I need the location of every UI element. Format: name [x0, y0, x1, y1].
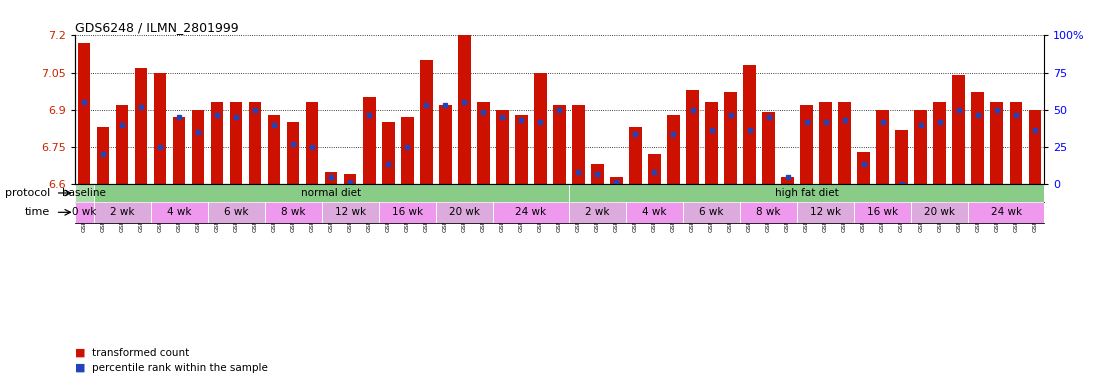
Bar — [306, 102, 318, 184]
Bar — [725, 92, 737, 184]
Text: ■: ■ — [75, 348, 86, 358]
Text: 0 wk: 0 wk — [72, 207, 97, 217]
Bar — [496, 110, 508, 184]
Bar — [322, 202, 379, 223]
Bar — [1029, 110, 1041, 184]
Text: 16 wk: 16 wk — [392, 207, 423, 217]
Bar — [211, 102, 223, 184]
Bar — [952, 75, 965, 184]
Bar — [629, 127, 641, 184]
Bar — [401, 117, 414, 184]
Text: 4 wk: 4 wk — [642, 207, 666, 217]
Bar — [569, 202, 626, 223]
Bar — [97, 127, 110, 184]
Text: 6 wk: 6 wk — [224, 207, 248, 217]
Bar — [325, 172, 337, 184]
Bar — [819, 102, 832, 184]
Text: GDS6248 / ILMN_2801999: GDS6248 / ILMN_2801999 — [75, 21, 238, 34]
Bar — [911, 202, 968, 223]
Bar — [553, 105, 565, 184]
Bar — [231, 102, 243, 184]
Text: high fat diet: high fat diet — [775, 188, 839, 198]
Text: baseline: baseline — [63, 188, 107, 198]
Bar — [78, 43, 90, 184]
Text: 6 wk: 6 wk — [699, 207, 724, 217]
Bar — [439, 105, 451, 184]
Text: 12 wk: 12 wk — [335, 207, 366, 217]
Bar — [592, 164, 604, 184]
Bar — [287, 122, 300, 184]
Bar — [839, 102, 851, 184]
Text: 20 wk: 20 wk — [925, 207, 955, 217]
Bar — [972, 92, 984, 184]
Text: 12 wk: 12 wk — [810, 207, 841, 217]
Bar — [626, 202, 683, 223]
Text: ■: ■ — [75, 363, 86, 373]
Bar — [75, 202, 93, 223]
Bar — [968, 202, 1044, 223]
Bar — [382, 122, 394, 184]
Bar — [268, 115, 280, 184]
Text: 2 wk: 2 wk — [585, 207, 609, 217]
Text: 24 wk: 24 wk — [515, 207, 547, 217]
Bar — [933, 102, 945, 184]
Bar — [515, 115, 527, 184]
Text: 8 wk: 8 wk — [281, 207, 305, 217]
Text: 4 wk: 4 wk — [167, 207, 191, 217]
Text: 2 wk: 2 wk — [110, 207, 134, 217]
Bar — [896, 129, 908, 184]
Bar — [208, 202, 265, 223]
Bar — [743, 65, 755, 184]
Bar — [782, 177, 794, 184]
Text: 16 wk: 16 wk — [867, 207, 898, 217]
Bar — [116, 105, 128, 184]
Bar — [379, 202, 436, 223]
Text: normal diet: normal diet — [301, 188, 361, 198]
Bar — [192, 110, 204, 184]
Bar — [668, 115, 680, 184]
Bar — [1009, 102, 1022, 184]
Bar — [705, 102, 718, 184]
Bar — [493, 202, 569, 223]
Bar — [915, 110, 927, 184]
Bar — [797, 202, 854, 223]
Bar — [569, 184, 1044, 202]
Text: 8 wk: 8 wk — [757, 207, 781, 217]
Bar — [686, 90, 698, 184]
Bar — [762, 112, 775, 184]
Bar — [535, 73, 547, 184]
Bar — [740, 202, 797, 223]
Text: percentile rank within the sample: percentile rank within the sample — [92, 363, 268, 373]
Bar — [858, 152, 870, 184]
Bar — [572, 105, 584, 184]
Bar — [458, 35, 471, 184]
Bar — [150, 202, 208, 223]
Bar — [93, 184, 569, 202]
Bar — [265, 202, 322, 223]
Bar — [363, 97, 376, 184]
Text: time: time — [24, 207, 49, 217]
Bar — [344, 174, 357, 184]
Bar — [683, 202, 740, 223]
Bar — [478, 102, 490, 184]
Bar — [93, 202, 150, 223]
Bar — [648, 154, 661, 184]
Bar — [610, 177, 623, 184]
Bar — [249, 102, 261, 184]
Bar — [75, 184, 93, 202]
Bar — [154, 73, 167, 184]
Bar — [436, 202, 493, 223]
Text: transformed count: transformed count — [92, 348, 190, 358]
Bar — [854, 202, 911, 223]
Bar — [876, 110, 888, 184]
Bar — [421, 60, 433, 184]
Text: 20 wk: 20 wk — [449, 207, 480, 217]
Bar — [800, 105, 813, 184]
Text: 24 wk: 24 wk — [990, 207, 1022, 217]
Text: protocol: protocol — [4, 188, 49, 198]
Bar — [990, 102, 1002, 184]
Bar — [135, 68, 147, 184]
Bar — [173, 117, 186, 184]
